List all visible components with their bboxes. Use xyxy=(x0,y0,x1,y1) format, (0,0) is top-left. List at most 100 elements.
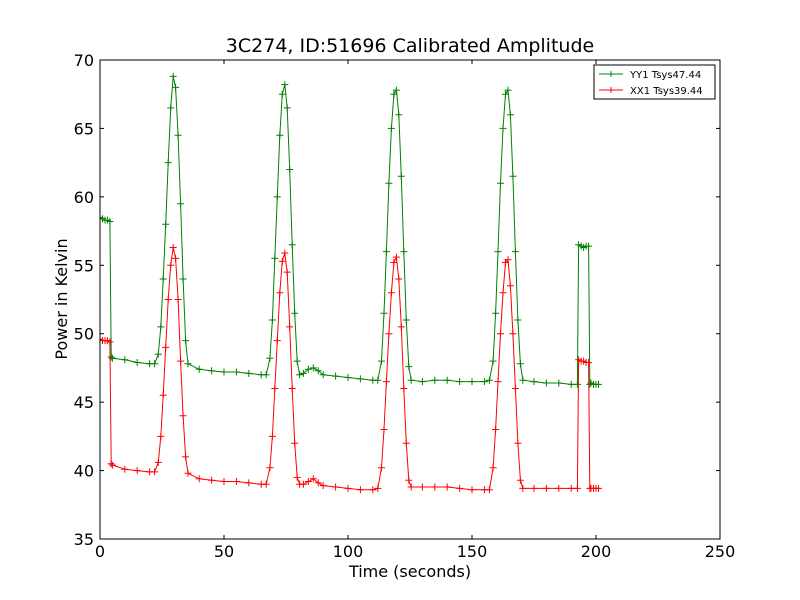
series-1-point xyxy=(162,220,170,228)
series-2-point xyxy=(499,289,507,297)
series-2-point xyxy=(184,469,192,477)
x-tick-label: 0 xyxy=(95,542,105,561)
series-1-point xyxy=(220,368,228,376)
series-2-point xyxy=(506,282,514,290)
plot-frame xyxy=(99,59,721,540)
series-2-point xyxy=(402,439,410,447)
y-tick-label: 60 xyxy=(74,188,94,207)
series-1-point xyxy=(431,376,439,384)
y-tick-label: 35 xyxy=(74,530,94,549)
series-2-point xyxy=(407,483,415,491)
series-2-point xyxy=(395,275,403,283)
series-1-point xyxy=(390,90,398,98)
legend-entry-yy1: YY1 Tsys47.44 xyxy=(599,70,701,81)
series-2-point xyxy=(516,476,524,484)
series-2-point xyxy=(431,483,439,491)
series-1-point xyxy=(573,380,581,388)
series-1-point xyxy=(502,90,509,98)
y-tick-label: 70 xyxy=(74,51,94,70)
series-2-point xyxy=(179,412,187,420)
series-1-point xyxy=(159,275,167,283)
plot-background xyxy=(100,60,720,539)
series-2-point xyxy=(283,268,291,276)
series-2-point xyxy=(397,323,405,331)
series-1-point xyxy=(585,242,593,250)
series-1-point xyxy=(169,72,177,80)
series-1-point xyxy=(268,316,276,324)
series-1-line xyxy=(100,76,599,386)
x-axis: 0 50 100 150 200 250 xyxy=(95,60,735,561)
series-1-point xyxy=(506,111,514,119)
series-1-point xyxy=(121,356,129,364)
series-2-point xyxy=(378,464,385,472)
series-1-point xyxy=(195,365,203,373)
series-1-point xyxy=(245,369,253,377)
series-1-point xyxy=(164,159,172,167)
series-2-point xyxy=(489,464,497,472)
series-2-point xyxy=(492,426,500,433)
series-2-point xyxy=(456,484,464,492)
series-1-point xyxy=(332,372,340,380)
series-2-point xyxy=(208,476,216,484)
series-1-point xyxy=(167,104,175,112)
series-2-point xyxy=(356,486,364,494)
series-1-point xyxy=(179,275,187,283)
series-1-point xyxy=(151,360,159,368)
series-1-point xyxy=(392,86,400,94)
legend-label-yy1: YY1 Tsys47.44 xyxy=(629,70,701,81)
series-1-point xyxy=(405,363,413,371)
series-1-point xyxy=(208,367,216,375)
series-2-point xyxy=(276,289,284,297)
series-1-point xyxy=(177,200,185,208)
series-1-point xyxy=(542,379,550,387)
series-1-point xyxy=(511,248,519,256)
series-2-point xyxy=(319,482,327,490)
series-1-point xyxy=(276,131,284,139)
series-1-point xyxy=(283,104,291,112)
legend-marker-yy1 xyxy=(608,71,614,77)
series-1-point xyxy=(172,83,180,91)
series-2-point xyxy=(288,385,296,392)
series-1-point xyxy=(288,241,296,249)
series-2-point xyxy=(106,338,114,346)
series-2-point xyxy=(167,261,175,269)
series-2-point xyxy=(332,483,340,491)
series-2-point xyxy=(220,478,228,485)
series-2-point xyxy=(468,486,476,494)
series-2-point xyxy=(164,296,172,303)
series-1-point xyxy=(293,357,301,365)
series-2-point xyxy=(542,484,550,492)
series-2-point xyxy=(400,385,408,392)
series-1-point xyxy=(273,193,281,201)
series-1-point xyxy=(485,376,493,384)
series-layer xyxy=(100,72,602,494)
series-1-point xyxy=(356,375,364,383)
series-1-point xyxy=(519,376,527,384)
series-2-point xyxy=(293,473,301,481)
series-2-point xyxy=(418,483,426,491)
series-2-point xyxy=(494,378,502,386)
series-2-point xyxy=(405,476,413,484)
series-1-point xyxy=(497,179,504,187)
series-1-point xyxy=(555,379,563,387)
y-tick-label: 45 xyxy=(74,393,94,412)
series-2-point xyxy=(555,484,563,492)
series-1-point xyxy=(281,81,289,89)
y-tick-label: 40 xyxy=(74,462,94,481)
series-1-point xyxy=(319,371,327,379)
series-2-point xyxy=(385,330,393,338)
series-2-point xyxy=(278,257,286,265)
plot-area xyxy=(99,59,721,540)
series-2-point xyxy=(281,249,289,257)
series-1-point xyxy=(443,376,451,384)
series-1-point xyxy=(567,380,575,388)
x-tick-label: 200 xyxy=(581,542,612,561)
series-2-point xyxy=(286,323,294,331)
series-1-point xyxy=(514,316,522,324)
series-2-point xyxy=(169,244,177,251)
y-tick-label: 50 xyxy=(74,325,94,344)
series-1-point xyxy=(266,354,274,362)
series-2-point xyxy=(514,439,522,447)
series-2-point xyxy=(380,426,388,433)
x-tick-label: 150 xyxy=(457,542,488,561)
